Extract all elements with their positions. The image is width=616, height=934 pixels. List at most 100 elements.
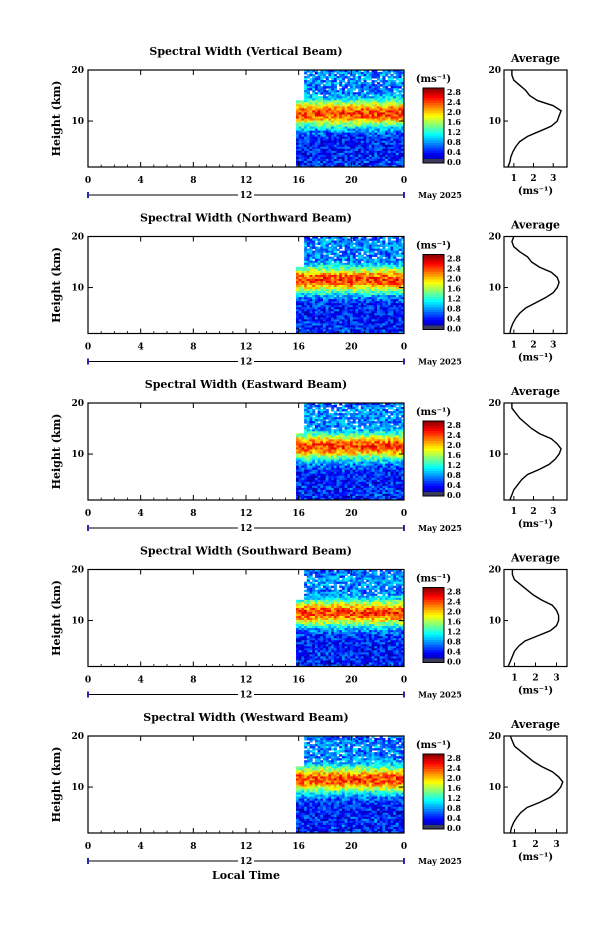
heatmap-cell (342, 80, 345, 82)
heatmap-cell (328, 253, 331, 255)
heatmap-cell (337, 82, 340, 84)
colorbar-segment (423, 108, 444, 111)
colorbar-segment (423, 143, 444, 146)
heatmap-cell (377, 253, 380, 255)
heatmap-cell (339, 251, 342, 253)
colorbar-tick-label: 2.4 (447, 264, 461, 274)
heatmap-cell (345, 417, 348, 419)
heatmap-cell (315, 88, 318, 90)
heatmap-cell (320, 82, 323, 84)
colorbar-segment (423, 317, 444, 320)
colorbar-segment (423, 297, 444, 300)
heatmap-cell (388, 72, 391, 74)
heatmap-cell (355, 86, 358, 88)
heatmap-cell (331, 409, 334, 411)
colorbar-segment (423, 133, 444, 136)
heatmap-cell (312, 405, 315, 407)
colorbar-segment (423, 280, 444, 283)
heatmap-cell (315, 243, 318, 245)
x-tick-label: 0 (401, 176, 407, 186)
average-y-tick-label: 10 (488, 284, 501, 294)
colorbar-segment (423, 287, 444, 290)
heatmap-cell (353, 239, 356, 241)
panel-title: Spectral Width (Vertical Beam) (149, 45, 342, 58)
colorbar-segment (423, 128, 444, 131)
heatmap-cell (355, 425, 358, 427)
average-x-tick-label: 2 (530, 174, 536, 184)
colorbar-segment (423, 285, 444, 288)
heatmap-cell (355, 417, 358, 419)
heatmap-cell (347, 84, 350, 86)
heatmap-cell (323, 76, 326, 78)
average-x-tick-label: 3 (550, 341, 556, 351)
x-tick-label: 16 (292, 176, 305, 186)
heatmap-cell (380, 84, 383, 86)
colorbar-segment (423, 290, 444, 293)
colorbar-segment (423, 153, 444, 156)
heatmap-cell (339, 84, 342, 86)
colorbar-below-range (423, 159, 444, 163)
heatmap-cell (307, 76, 310, 78)
x-tick-label: 4 (138, 176, 144, 186)
heatmap-cell (388, 84, 391, 86)
average-x-tick-label: 1 (511, 174, 517, 184)
colorbar-segment (423, 123, 444, 126)
colorbar-tick-label: 2.0 (447, 107, 461, 117)
colorbar-segment (423, 118, 444, 121)
colorbar-segment (423, 146, 444, 149)
colorbar-segment (423, 267, 444, 270)
day-marker-label: 12 (240, 358, 253, 368)
heatmap-cell (369, 78, 372, 80)
heatmap-cell (345, 86, 348, 88)
heatmap-cell (315, 239, 318, 241)
heatmap-cell (323, 80, 326, 82)
x-tick-label: 0 (401, 343, 407, 353)
heatmap-cells (296, 70, 404, 167)
heatmap-cell (369, 92, 372, 94)
heatmap-cell (347, 413, 350, 415)
colorbar-segment (423, 148, 444, 151)
heatmap-cell (364, 88, 367, 90)
colorbar-segment (423, 93, 444, 96)
colorbar-segment (423, 138, 444, 141)
heatmap-cell (353, 88, 356, 90)
y-tick-label: 20 (71, 66, 84, 76)
heatmap-cell (396, 255, 399, 257)
average-x-tick-label: 2 (530, 341, 536, 351)
colorbar-segment (423, 96, 444, 99)
heatmap-cell (366, 78, 369, 80)
average-unit: (ms⁻¹) (518, 186, 553, 197)
heatmap-cells (296, 237, 404, 334)
heatmap-cell (355, 72, 358, 74)
heatmap-cell (345, 405, 348, 407)
colorbar-segment (423, 141, 444, 144)
heatmap-cell (361, 78, 364, 80)
heatmap-cell (310, 425, 313, 427)
heatmap-cell (312, 247, 315, 249)
y-tick-label: 10 (71, 117, 84, 127)
heatmap-cell (393, 76, 396, 78)
heatmap-cell (320, 92, 323, 94)
heatmap-cell (331, 253, 334, 255)
heatmap-cell (350, 409, 353, 411)
x-tick-label: 12 (240, 343, 253, 353)
colorbar-segment (423, 136, 444, 139)
colorbar-tick-label: 1.2 (447, 127, 461, 137)
heatmap-cell (361, 249, 364, 251)
heatmap-cell (337, 413, 340, 415)
heatmap-cell (312, 413, 315, 415)
heatmap-cell (339, 247, 342, 249)
average-x-tick-label: 3 (550, 174, 556, 184)
colorbar-segment (423, 295, 444, 298)
heatmap-cell (361, 259, 364, 261)
x-tick-label: 20 (345, 343, 358, 353)
heatmap-cell (393, 72, 396, 74)
heatmap-cell (328, 405, 331, 407)
heatmap-cell (315, 407, 318, 409)
x-tick-label: 0 (85, 343, 91, 353)
heatmap-cell (345, 76, 348, 78)
heatmap-cell (342, 409, 345, 411)
